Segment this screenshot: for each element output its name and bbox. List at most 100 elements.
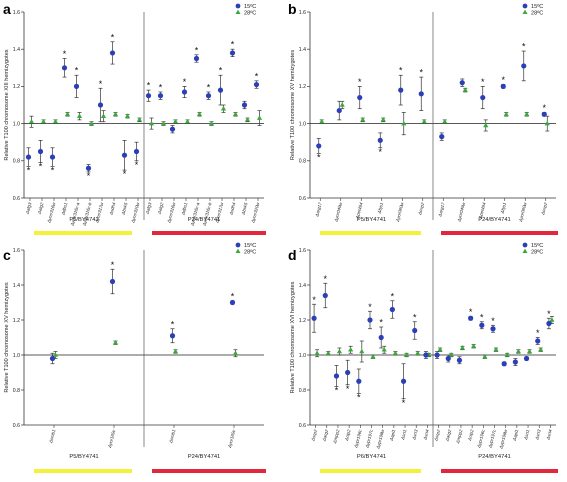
point-28c [220,105,227,111]
y-axis-label: Relative T100 chromosome XVI hemizygotes [290,281,296,393]
point-28c [314,350,320,356]
group-bar-left [320,469,421,473]
point-15c [377,137,383,143]
point-28c [40,118,47,124]
legend-marker-28c [522,9,528,14]
point-28c [421,118,427,124]
point-15c [398,87,404,93]
y-tick-label: 0.6 [13,196,20,202]
point-28c [401,120,407,126]
point-28c [526,348,533,354]
point-28c [339,102,345,107]
point-28c [348,346,354,352]
point-28c [483,122,489,128]
group-bar-left [34,469,132,473]
point-15c [229,299,236,306]
significance-star: * [346,384,350,394]
y-tick-label: 1.0 [13,121,20,127]
legend-marker-15c [522,242,528,248]
x-tick-label: Δypr197c [487,428,497,449]
x-tick-label: Δatg2 [156,201,164,215]
point-15c [423,352,429,358]
point-28c [244,117,251,122]
significance-star: * [111,32,115,42]
significance-star: * [399,66,403,76]
x-tick-label: Δyor049w [333,201,343,223]
point-15c [356,378,362,384]
point-15c [521,63,527,69]
group-label-left: P6/BY4741 [357,454,386,460]
point-15c [439,134,445,140]
point-15c [378,334,384,341]
significance-star: * [147,81,151,91]
x-tick-label: Δdbs1 [60,201,68,216]
panel-c: c 0.6 0.8 1.0 1.2 1.4 1.6 Relative T100 chromos… [3,242,266,473]
significance-star: * [39,162,43,172]
point-28c [325,350,331,356]
x-tick-label: Δsrt1 [523,428,531,441]
significance-star: * [542,103,546,113]
point-15c [468,315,474,321]
significance-star: * [87,171,91,181]
y-tick-label: 1.4 [299,283,306,289]
legend-label-15c: 15ºC [244,3,256,10]
y-tick-label: 0.6 [13,423,20,429]
point-28c [493,346,499,352]
x-tick-label: Δymr316c-b [201,201,212,227]
group-bar-left [34,231,132,235]
point-28c [184,118,191,124]
point-28c [196,111,203,117]
significance-star: * [391,291,395,301]
y-tick-label: 0.6 [299,423,306,429]
x-tick-label: Δyor049w [456,201,466,223]
point-15c [418,91,424,97]
y-tick-label: 1.6 [13,10,20,16]
x-tick-label: Δovp2 [540,201,548,216]
x-tick-label: Δyor060w [518,201,528,223]
significance-star: * [255,71,259,81]
y-tick-label: 1.0 [299,353,306,359]
point-28c [544,120,550,126]
point-15c [205,93,212,99]
x-tick-label: Δsrt4 [545,428,553,441]
group-bar-right [441,469,558,473]
x-tick-label: Δmpp2 [455,428,464,444]
y-tick-label: 1.4 [299,47,306,53]
group-label-right: P24/BY4741 [188,217,221,223]
point-15c [181,89,188,95]
legend-label-28c: 28ºC [531,249,543,256]
group-bar-right [441,231,558,235]
significance-star: * [111,260,115,270]
legend-label-28c: 28ºC [244,10,256,17]
significance-star: * [171,319,175,329]
x-tick-label: Δatg2 [36,201,44,215]
x-tick-label: Δdbs1 [180,201,188,216]
significance-star: * [491,316,495,326]
legend-marker-15c [522,3,528,9]
point-28c [148,120,155,126]
point-28c [459,345,466,350]
significance-star: * [135,160,139,170]
point-28c [76,113,83,118]
y-tick-label: 1.4 [13,283,20,289]
y-tick-label: 1.2 [13,318,20,324]
point-15c [109,50,116,56]
significance-star: * [324,274,328,284]
point-15c [459,80,465,86]
point-15c [333,373,340,379]
panel-letter: b [288,1,297,17]
significance-star: * [123,169,127,179]
x-tick-label: Δymr316c-b [81,201,92,227]
panel-letter: c [3,247,11,263]
point-28c [172,118,179,124]
x-tick-label: Δymr320w [250,201,261,224]
point-15c [336,107,342,114]
x-tick-label: Δarg2 [321,428,329,442]
x-tick-label: Δsrp2 [310,428,318,442]
point-28c [319,118,325,124]
x-tick-label: Δsdh4 [108,201,116,216]
y-tick-label: 0.6 [299,196,306,202]
group-bar-left [320,231,421,235]
significance-star: * [480,312,484,322]
